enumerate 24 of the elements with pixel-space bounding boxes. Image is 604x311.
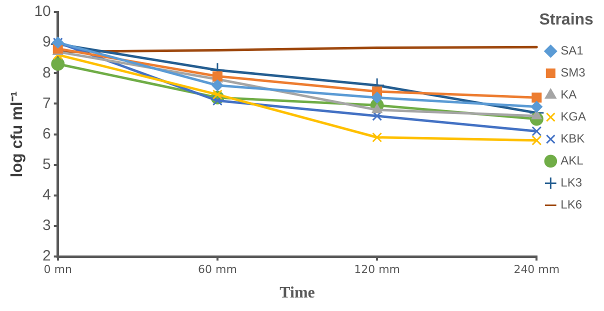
legend-label: LK6: [560, 198, 582, 212]
y-tick-label: 8: [42, 64, 51, 82]
y-tick-label: 7: [42, 94, 51, 112]
legend-label: KA: [560, 88, 577, 102]
x-tick-label: 120 mm: [354, 263, 400, 276]
x-tick-label: 60 mm: [198, 263, 237, 276]
y-tick-label: 4: [42, 186, 51, 204]
y-tick-label: 9: [42, 34, 51, 51]
legend-label: SA1: [560, 44, 584, 58]
y-tick-label: 6: [42, 125, 51, 142]
legend-label: SM3: [560, 66, 586, 80]
legend-title: Strains: [539, 11, 594, 28]
legend-label: LK3: [560, 176, 582, 190]
y-tick-label: 3: [42, 217, 51, 234]
y-axis-title: log cfu ml⁻¹: [9, 91, 26, 178]
legend-label: AKL: [560, 154, 584, 168]
legend-label: KBK: [560, 132, 585, 146]
x-axis-title: Time: [280, 284, 315, 302]
y-tick-label: 10: [34, 3, 51, 20]
legend-label: KGA: [560, 110, 586, 124]
x-tick-label: 0 mn: [44, 263, 72, 276]
y-tick-label: 2: [42, 248, 51, 265]
y-tick-label: 5: [42, 156, 51, 174]
x-tick-label: 240 mm: [514, 263, 560, 276]
